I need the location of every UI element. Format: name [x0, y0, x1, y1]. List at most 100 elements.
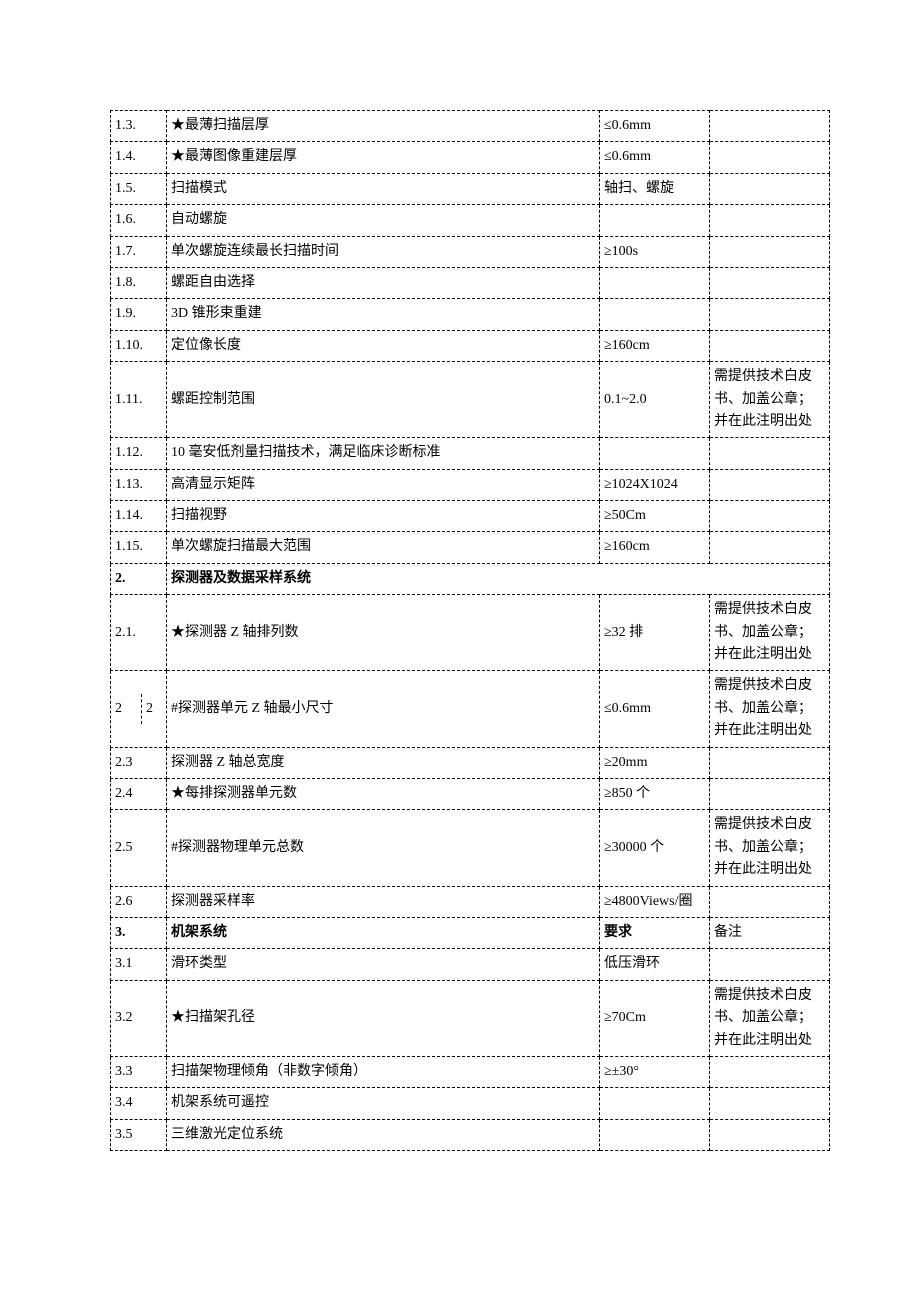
spec-table: 1.3.★最薄扫描层厚≤0.6mm1.4.★最薄图像重建层厚≤0.6mm1.5.…	[110, 110, 830, 1151]
table-row: 1.15.单次螺旋扫描最大范围≥160cm	[111, 532, 830, 563]
cell-name: 扫描模式	[167, 173, 600, 204]
table-row: 1.13.高清显示矩阵≥1024X1024	[111, 469, 830, 500]
cell-requirement: ≥30000 个	[600, 810, 710, 886]
cell-requirement: ≥160cm	[600, 532, 710, 563]
table-row: 1.5.扫描模式轴扫、螺旋	[111, 173, 830, 204]
cell-num: 1.4.	[111, 142, 167, 173]
cell-num: 1.8.	[111, 267, 167, 298]
cell-num: 2.1.	[111, 595, 167, 671]
cell-num: 2.5	[111, 810, 167, 886]
cell-note	[710, 778, 830, 809]
cell-num: 3.5	[111, 1119, 167, 1150]
cell-name: ★最薄图像重建层厚	[167, 142, 600, 173]
cell-name: 10 毫安低剂量扫描技术，满足临床诊断标准	[167, 438, 600, 469]
table-row: 1.11.螺距控制范围0.1~2.0需提供技术白皮书、加盖公章；并在此注明出处	[111, 362, 830, 438]
table-row: 2.5#探测器物理单元总数≥30000 个需提供技术白皮书、加盖公章；并在此注明…	[111, 810, 830, 886]
cell-name: 探测器采样率	[167, 886, 600, 917]
cell-requirement	[600, 299, 710, 330]
cell-num: 3.1	[111, 949, 167, 980]
cell-note	[710, 1056, 830, 1087]
cell-num: 2.4	[111, 778, 167, 809]
cell-note	[710, 438, 830, 469]
cell-num: 1.14.	[111, 501, 167, 532]
cell-requirement	[600, 267, 710, 298]
table-row: 2.3探测器 Z 轴总宽度≥20mm	[111, 747, 830, 778]
cell-name: ★每排探测器单元数	[167, 778, 600, 809]
cell-name: 机架系统可遥控	[167, 1088, 600, 1119]
table-row: 1.12.10 毫安低剂量扫描技术，满足临床诊断标准	[111, 438, 830, 469]
cell-note	[710, 886, 830, 917]
cell-num: 3.3	[111, 1056, 167, 1087]
cell-name: 单次螺旋扫描最大范围	[167, 532, 600, 563]
cell-note	[710, 173, 830, 204]
cell-requirement: ≤0.6mm	[600, 111, 710, 142]
cell-requirement	[600, 438, 710, 469]
cell-note	[710, 236, 830, 267]
cell-note	[710, 747, 830, 778]
cell-note: 备注	[710, 917, 830, 948]
cell-requirement	[600, 1119, 710, 1150]
cell-name: 探测器及数据采样系统	[167, 563, 830, 594]
cell-num: 1.7.	[111, 236, 167, 267]
cell-note: 需提供技术白皮书、加盖公章；并在此注明出处	[710, 595, 830, 671]
cell-num: 2.6	[111, 886, 167, 917]
table-row: 1.14.扫描视野≥50Cm	[111, 501, 830, 532]
table-row: 2.探测器及数据采样系统	[111, 563, 830, 594]
cell-note	[710, 111, 830, 142]
cell-name: 扫描架物理倾角（非数字倾角）	[167, 1056, 600, 1087]
table-row: 1.3.★最薄扫描层厚≤0.6mm	[111, 111, 830, 142]
cell-name: 3D 锥形束重建	[167, 299, 600, 330]
table-row: 3.2★扫描架孔径≥70Cm需提供技术白皮书、加盖公章；并在此注明出处	[111, 980, 830, 1056]
cell-requirement: ≤0.6mm	[600, 671, 710, 747]
table-row: 22#探测器单元 Z 轴最小尺寸≤0.6mm需提供技术白皮书、加盖公章；并在此注…	[111, 671, 830, 747]
table-row: 3.1滑环类型低压滑环	[111, 949, 830, 980]
cell-note	[710, 1119, 830, 1150]
cell-num: 2.	[111, 563, 167, 594]
cell-num: 1.5.	[111, 173, 167, 204]
cell-name: 自动螺旋	[167, 205, 600, 236]
cell-num: 1.9.	[111, 299, 167, 330]
table-row: 3.3扫描架物理倾角（非数字倾角）≥±30°	[111, 1056, 830, 1087]
cell-num: 1.6.	[111, 205, 167, 236]
cell-note	[710, 1088, 830, 1119]
table-row: 1.4.★最薄图像重建层厚≤0.6mm	[111, 142, 830, 173]
cell-name: ★最薄扫描层厚	[167, 111, 600, 142]
cell-requirement: 轴扫、螺旋	[600, 173, 710, 204]
cell-name: 三维激光定位系统	[167, 1119, 600, 1150]
cell-num: 1.10.	[111, 330, 167, 361]
cell-requirement	[600, 1088, 710, 1119]
table-row: 2.1.★探测器 Z 轴排列数≥32 排需提供技术白皮书、加盖公章；并在此注明出…	[111, 595, 830, 671]
cell-name: #探测器单元 Z 轴最小尺寸	[167, 671, 600, 747]
cell-requirement: ≥70Cm	[600, 980, 710, 1056]
cell-requirement: ≥160cm	[600, 330, 710, 361]
cell-requirement	[600, 205, 710, 236]
cell-requirement: 低压滑环	[600, 949, 710, 980]
table-row: 3.机架系统要求备注	[111, 917, 830, 948]
cell-note: 需提供技术白皮书、加盖公章；并在此注明出处	[710, 671, 830, 747]
cell-num: 3.2	[111, 980, 167, 1056]
cell-num: 1.11.	[111, 362, 167, 438]
table-row: 3.4机架系统可遥控	[111, 1088, 830, 1119]
cell-num: 1.12.	[111, 438, 167, 469]
cell-num: 3.	[111, 917, 167, 948]
cell-num: 2.3	[111, 747, 167, 778]
cell-name: 滑环类型	[167, 949, 600, 980]
cell-requirement: ≤0.6mm	[600, 142, 710, 173]
cell-num: 1.15.	[111, 532, 167, 563]
cell-num: 3.4	[111, 1088, 167, 1119]
cell-name: 单次螺旋连续最长扫描时间	[167, 236, 600, 267]
table-row: 1.6.自动螺旋	[111, 205, 830, 236]
cell-note	[710, 330, 830, 361]
cell-name: 探测器 Z 轴总宽度	[167, 747, 600, 778]
cell-requirement: ≥100s	[600, 236, 710, 267]
table-row: 1.9.3D 锥形束重建	[111, 299, 830, 330]
cell-name: 机架系统	[167, 917, 600, 948]
cell-requirement: ≥32 排	[600, 595, 710, 671]
cell-note	[710, 267, 830, 298]
cell-name: 螺距自由选择	[167, 267, 600, 298]
cell-note	[710, 469, 830, 500]
table-row: 2.6探测器采样率≥4800Views/圈	[111, 886, 830, 917]
cell-note	[710, 205, 830, 236]
cell-name: ★扫描架孔径	[167, 980, 600, 1056]
cell-num: 1.3.	[111, 111, 167, 142]
